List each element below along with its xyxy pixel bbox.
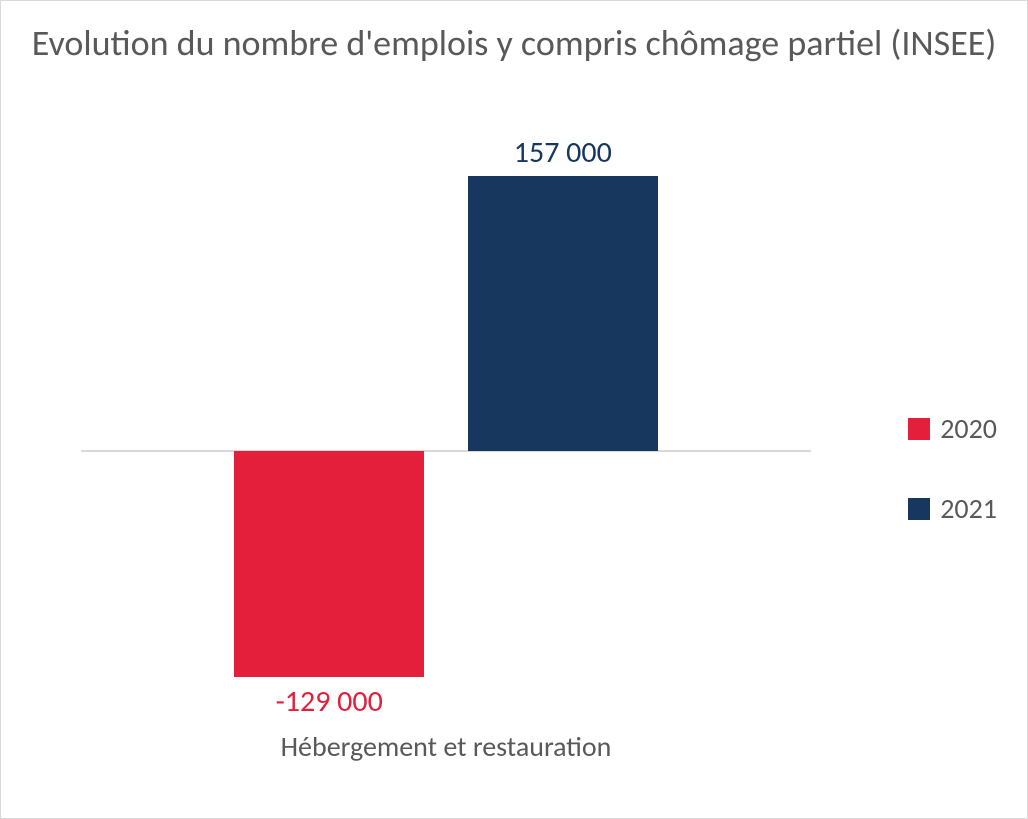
chart-container: Evolution du nombre d'emplois y compris … [0,0,1028,819]
x-axis-label-text: Hébergement et restauration [281,729,612,764]
data-label-2020-text: -129 000 [276,683,383,720]
bar-2021 [468,176,658,451]
legend-swatch-2020 [908,418,930,440]
chart-title-text: Evolution du nombre d'emplois y compris … [32,21,997,65]
legend-swatch-2021 [908,498,930,520]
data-label-2021: 157 000 [468,134,658,171]
legend-item-2021: 2021 [908,491,997,526]
legend-label-2020: 2020 [940,411,997,446]
data-label-2020: -129 000 [234,683,424,720]
legend-item-2020: 2020 [908,411,997,446]
bar-2020 [234,451,424,677]
baseline [81,450,811,452]
legend-label-2021: 2021 [940,491,997,526]
chart-title: Evolution du nombre d'emplois y compris … [1,21,1027,66]
legend: 2020 2021 [908,411,997,571]
x-axis-label: Hébergement et restauration [81,729,811,764]
data-label-2021-text: 157 000 [514,134,612,171]
plot-area: -129 000 157 000 Hébergement et restaura… [81,171,811,731]
